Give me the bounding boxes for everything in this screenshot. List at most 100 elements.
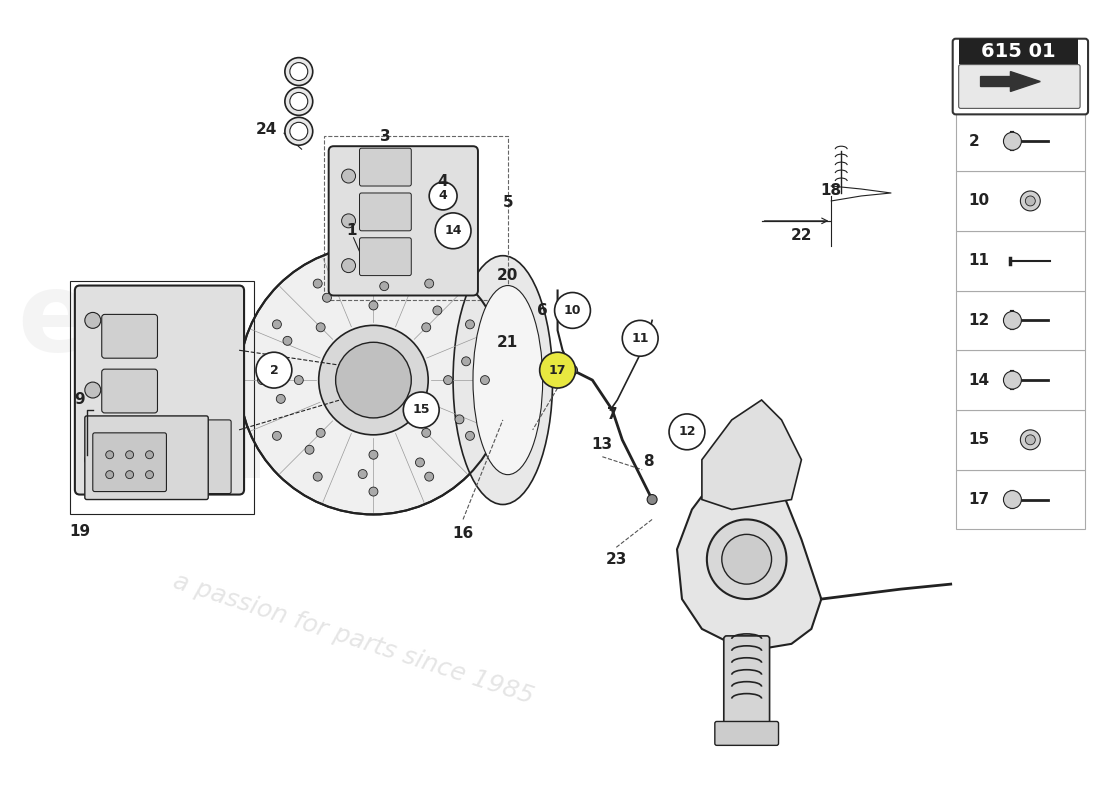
Bar [956, 231, 1085, 290]
Circle shape [1003, 490, 1022, 509]
Circle shape [256, 352, 292, 388]
Circle shape [106, 470, 113, 478]
Text: 11: 11 [631, 332, 649, 345]
Circle shape [429, 182, 458, 210]
Circle shape [421, 428, 431, 438]
Circle shape [368, 264, 378, 273]
Circle shape [465, 320, 474, 329]
Circle shape [1025, 435, 1035, 445]
Circle shape [436, 213, 471, 249]
Circle shape [443, 376, 452, 385]
Text: rts: rts [232, 399, 395, 500]
Circle shape [239, 246, 508, 514]
Text: 19: 19 [69, 524, 90, 539]
Text: 6: 6 [537, 303, 548, 318]
Circle shape [368, 450, 378, 459]
Circle shape [554, 293, 591, 328]
Circle shape [647, 494, 657, 505]
Text: 4: 4 [439, 190, 448, 202]
FancyBboxPatch shape [360, 148, 411, 186]
Text: pa: pa [162, 357, 317, 463]
Text: 7: 7 [607, 407, 617, 422]
Circle shape [1021, 430, 1041, 450]
Text: 17: 17 [549, 364, 566, 377]
Bar [956, 350, 1085, 410]
Bar [956, 290, 1085, 350]
Circle shape [433, 306, 442, 315]
Circle shape [359, 470, 367, 478]
Bar [959, 38, 1078, 63]
FancyBboxPatch shape [724, 636, 770, 742]
Text: 3: 3 [381, 129, 390, 144]
Circle shape [425, 279, 433, 288]
Text: 9: 9 [75, 393, 85, 407]
Circle shape [125, 450, 133, 458]
Circle shape [342, 214, 355, 228]
Text: 17: 17 [969, 492, 990, 507]
Text: 12: 12 [969, 313, 990, 328]
FancyBboxPatch shape [101, 424, 157, 468]
Text: 23: 23 [606, 552, 627, 566]
Text: a passion for parts since 1985: a passion for parts since 1985 [170, 569, 537, 709]
Circle shape [285, 87, 312, 115]
Text: ro: ro [113, 286, 245, 394]
Text: 2: 2 [270, 364, 278, 377]
Text: 10: 10 [564, 304, 581, 317]
Ellipse shape [473, 286, 542, 474]
FancyBboxPatch shape [360, 238, 411, 275]
Text: 18: 18 [821, 183, 842, 198]
Text: 24: 24 [255, 122, 276, 137]
Circle shape [1003, 371, 1022, 389]
FancyBboxPatch shape [92, 433, 166, 491]
Text: 15: 15 [969, 432, 990, 447]
Text: 20: 20 [497, 268, 518, 283]
Bar [956, 171, 1085, 231]
Circle shape [106, 450, 113, 458]
Circle shape [145, 470, 154, 478]
Text: 14: 14 [969, 373, 990, 387]
Text: 22: 22 [791, 228, 812, 243]
FancyBboxPatch shape [85, 416, 208, 499]
Circle shape [1003, 311, 1022, 330]
FancyBboxPatch shape [360, 193, 411, 231]
Circle shape [273, 431, 282, 440]
Text: 615 01: 615 01 [981, 42, 1056, 61]
Circle shape [314, 472, 322, 481]
Text: 13: 13 [592, 438, 613, 452]
Circle shape [540, 352, 575, 388]
Text: eu: eu [18, 267, 172, 374]
Circle shape [462, 357, 471, 366]
Text: 4: 4 [438, 174, 449, 189]
Circle shape [342, 258, 355, 273]
Circle shape [322, 294, 331, 302]
Ellipse shape [453, 256, 552, 505]
Circle shape [316, 323, 326, 332]
Circle shape [285, 118, 312, 146]
Text: 21: 21 [497, 334, 518, 350]
Circle shape [1003, 132, 1022, 150]
Text: 16: 16 [452, 526, 474, 541]
Circle shape [568, 365, 578, 375]
Bar [323, 136, 508, 301]
Text: 8: 8 [642, 454, 653, 470]
FancyBboxPatch shape [959, 65, 1080, 108]
Circle shape [305, 446, 314, 454]
Circle shape [416, 458, 425, 467]
Polygon shape [702, 400, 802, 510]
Circle shape [1021, 191, 1041, 211]
Polygon shape [676, 460, 822, 649]
Text: 14: 14 [444, 224, 462, 238]
Text: 1: 1 [346, 223, 356, 238]
Text: 10: 10 [969, 194, 990, 209]
Circle shape [368, 487, 378, 496]
Circle shape [276, 394, 285, 403]
Bar [956, 410, 1085, 470]
Circle shape [722, 534, 771, 584]
FancyBboxPatch shape [187, 420, 231, 494]
Circle shape [85, 382, 101, 398]
FancyBboxPatch shape [101, 314, 157, 358]
Circle shape [623, 320, 658, 356]
Circle shape [404, 392, 439, 428]
Circle shape [295, 376, 304, 385]
FancyBboxPatch shape [329, 146, 478, 295]
